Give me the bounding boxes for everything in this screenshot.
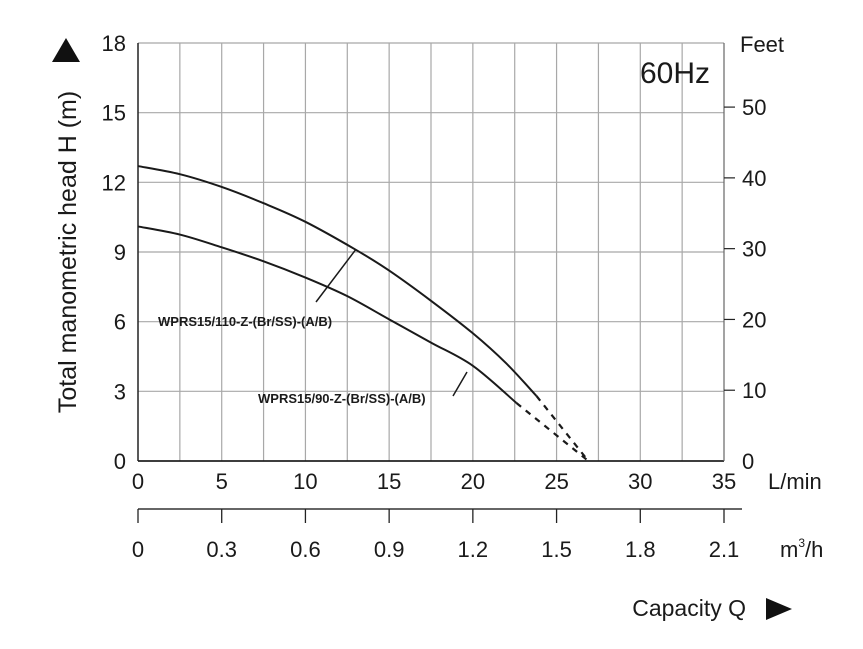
x2-axis-unit: m3/h xyxy=(780,536,823,562)
x2-unit-tail: /h xyxy=(805,537,823,562)
y-tick-label: 12 xyxy=(102,170,126,195)
x-tick-label: 35 xyxy=(712,469,736,494)
x2-tick-label: 0 xyxy=(132,537,144,562)
series-2-label: WPRS15/90-Z-(Br/SS)-(A/B) xyxy=(258,391,426,406)
series-line-1 xyxy=(137,165,538,397)
frequency-annotation: 60Hz xyxy=(640,57,710,90)
series-layer: WPRS15/110-Z-(Br/SS)-(A/B) WPRS15/90-Z-(B… xyxy=(137,165,590,462)
x-tick-label: 0 xyxy=(132,469,144,494)
y2-tick-label: 20 xyxy=(742,307,766,332)
y-tick-label: 15 xyxy=(102,101,126,126)
y2-tick-label: 10 xyxy=(742,378,766,403)
y-tick-label: 3 xyxy=(114,379,126,404)
x2-tick-label: 2.1 xyxy=(709,537,740,562)
series-1-leader xyxy=(315,249,357,303)
x2-tick-label: 1.8 xyxy=(625,537,656,562)
series-2-leader xyxy=(452,371,468,397)
series-line-2 xyxy=(137,225,518,404)
series-extrapolation-2 xyxy=(515,402,590,462)
x-tick-label: 5 xyxy=(216,469,228,494)
grid xyxy=(138,42,724,461)
y-tick-label: 6 xyxy=(114,310,126,335)
right-arrow-icon xyxy=(766,598,792,620)
y-tick-label: 18 xyxy=(102,31,126,56)
up-arrow-icon xyxy=(52,38,80,62)
x-tick-label: 20 xyxy=(461,469,485,494)
x2-tick-label: 1.2 xyxy=(458,537,489,562)
x-tick-label: 15 xyxy=(377,469,401,494)
y2-tick-label: 40 xyxy=(742,166,766,191)
x2-unit-sup: 3 xyxy=(798,536,805,550)
x-tick-label: 30 xyxy=(628,469,652,494)
y2-tick-label: 30 xyxy=(742,237,766,262)
x2-tick-label: 0.6 xyxy=(290,537,321,562)
x2-tick-label: 0.3 xyxy=(206,537,237,562)
x-axis-title: Capacity Q xyxy=(632,595,746,621)
y-axis-title: Total manometric head H (m) xyxy=(54,91,82,413)
x2-unit-base: m xyxy=(780,537,798,562)
y2-axis-title: Feet xyxy=(740,32,784,57)
x-axis-unit: L/min xyxy=(768,469,822,494)
x2-tick-label: 1.5 xyxy=(541,537,572,562)
x2-tick-label: 0.9 xyxy=(374,537,405,562)
x-tick-label: 25 xyxy=(544,469,568,494)
y-tick-label: 9 xyxy=(114,240,126,265)
series-extrapolation-1 xyxy=(535,395,590,462)
x-tick-label: 10 xyxy=(293,469,317,494)
y-tick-label: 0 xyxy=(114,449,126,474)
y2-tick-label: 0 xyxy=(742,449,754,474)
y2-tick-label: 50 xyxy=(742,95,766,120)
series-1-label: WPRS15/110-Z-(Br/SS)-(A/B) xyxy=(158,314,332,329)
